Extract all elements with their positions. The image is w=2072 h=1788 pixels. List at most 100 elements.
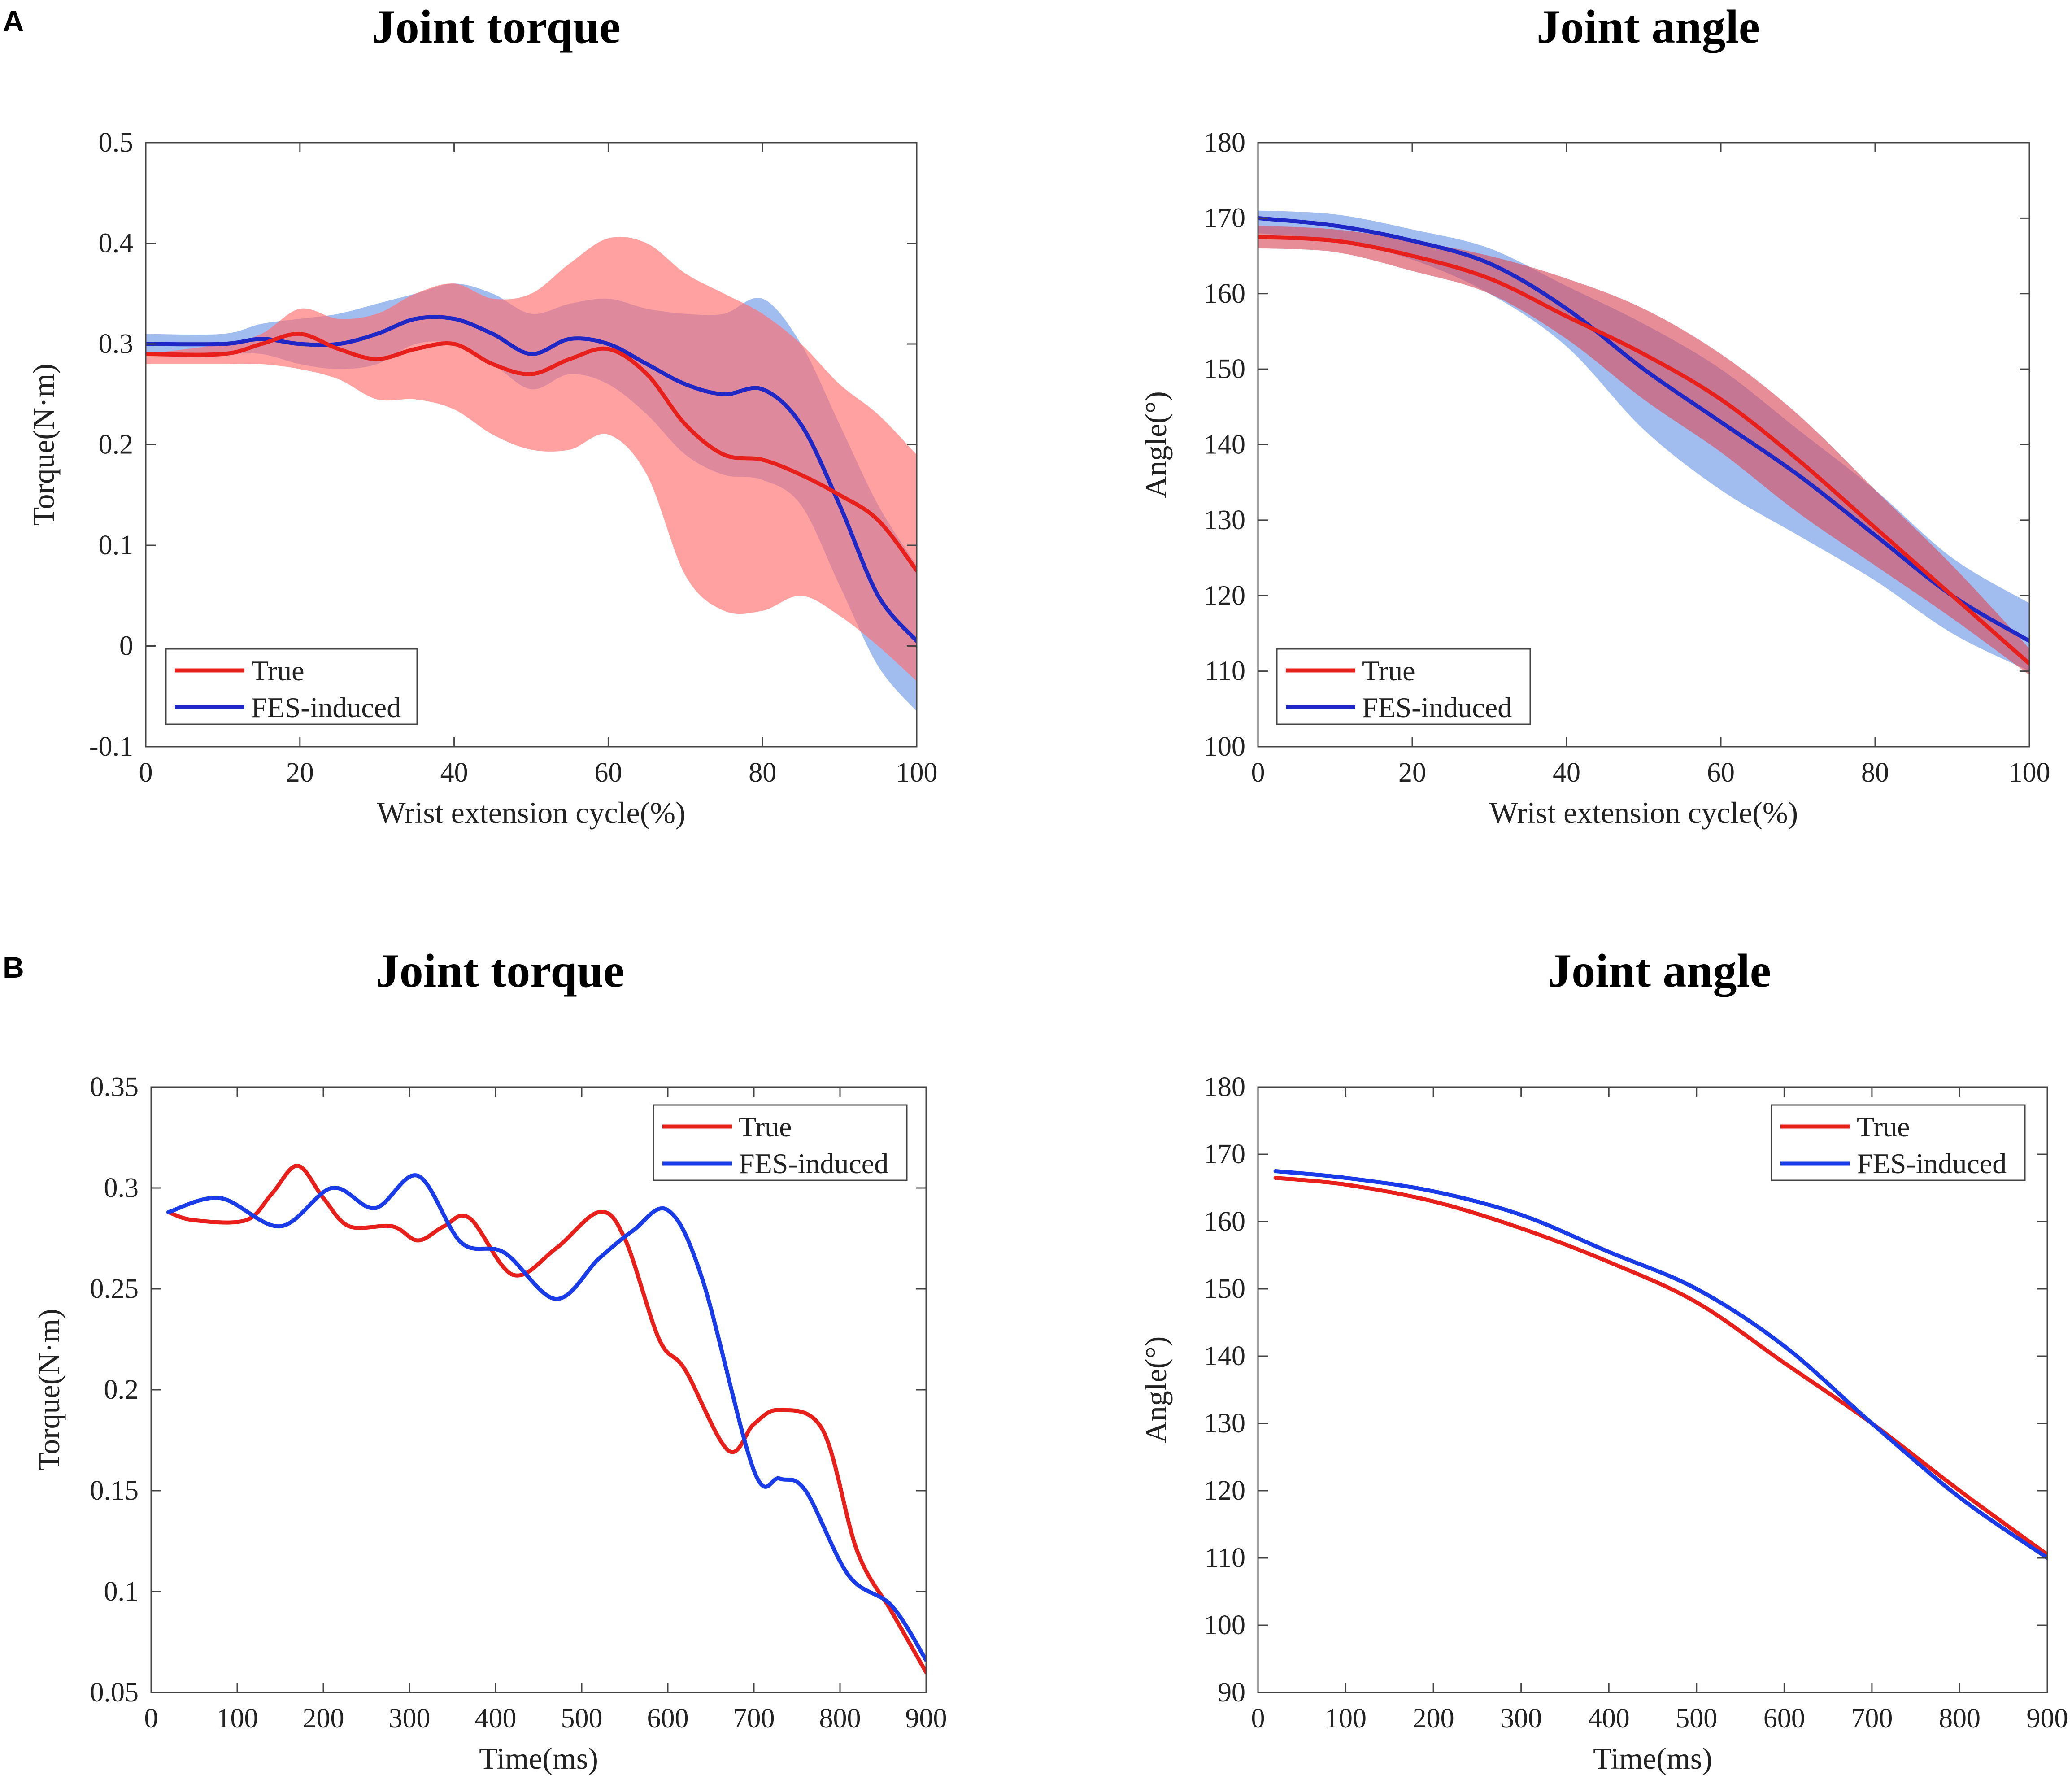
y-tick-label: 0.25: [90, 1274, 139, 1304]
panel-letter-a: A: [3, 4, 24, 38]
x-tick-label: 400: [475, 1703, 517, 1734]
y-tick-label: 180: [1204, 1072, 1245, 1102]
y-tick-label: 140: [1204, 1341, 1245, 1371]
y-tick-label: 160: [1204, 278, 1245, 309]
legend: True FES-induced: [1276, 648, 1531, 725]
legend: True FES-induced: [1771, 1104, 2026, 1181]
x-tick-label: 800: [1939, 1703, 1981, 1734]
y-tick-label: 120: [1204, 1475, 1245, 1506]
legend: True FES-induced: [165, 648, 418, 725]
y-tick-label: 100: [1204, 731, 1245, 762]
y-tick-label: 90: [1218, 1677, 1245, 1708]
legend-label-fes-induced: FES-induced: [1362, 692, 1512, 723]
series-line-true: [166, 1164, 926, 1675]
x-tick-label: 100: [2009, 757, 2050, 788]
y-tick-label: -0.1: [89, 731, 133, 762]
series-line-true: [1273, 1176, 2047, 1557]
legend-label-true: True: [251, 655, 305, 687]
y-tick-label: 160: [1204, 1206, 1245, 1237]
x-tick-label: 500: [1676, 1703, 1717, 1734]
plot-area: [151, 1087, 926, 1692]
x-axis-label: Wrist extension cycle(%): [1489, 796, 1798, 830]
y-tick-label: 0.2: [104, 1375, 139, 1405]
series-line-fes-induced: [1273, 1169, 2047, 1560]
chart-title: Joint torque: [376, 944, 625, 997]
y-tick-label: 130: [1204, 505, 1245, 535]
x-axis-label: Wrist extension cycle(%): [377, 796, 685, 830]
x-tick-label: 500: [561, 1703, 603, 1734]
x-tick-label: 0: [139, 757, 153, 788]
x-axis-label: Time(ms): [1593, 1741, 1712, 1775]
y-axis-label: Angle(°): [1139, 391, 1173, 498]
chart-title: Joint torque: [372, 0, 621, 53]
legend-label-fes-induced: FES-induced: [251, 692, 401, 723]
x-tick-label: 800: [819, 1703, 861, 1734]
band-fes-induced: [1258, 210, 2029, 671]
chart-title: Joint angle: [1548, 944, 1771, 997]
y-tick-label: 0.5: [99, 127, 134, 158]
y-tick-label: 0.1: [99, 530, 134, 561]
x-axis-label: Time(ms): [479, 1741, 598, 1775]
legend-box: [165, 648, 418, 725]
x-tick-label: 80: [749, 757, 776, 788]
x-tick-label: 300: [389, 1703, 431, 1734]
x-tick-label: 900: [2027, 1703, 2068, 1734]
legend-box: [1771, 1104, 2026, 1181]
y-axis-label: Angle(°): [1139, 1336, 1173, 1444]
x-tick-label: 40: [1553, 757, 1580, 788]
legend-label-true: True: [1362, 655, 1415, 687]
y-tick-label: 0.2: [99, 430, 134, 460]
y-tick-label: 120: [1204, 580, 1245, 611]
x-tick-label: 400: [1588, 1703, 1630, 1734]
x-tick-label: 600: [1763, 1703, 1805, 1734]
y-tick-label: 100: [1204, 1610, 1245, 1640]
plot-content: [1258, 210, 2029, 675]
y-tick-label: 110: [1205, 656, 1245, 687]
series-line-fes-induced: [1258, 216, 2029, 643]
chart-a-joint-angle: Joint angle 0 20 40 60 80 100 100 110 120 130 140 15…: [1139, 0, 2050, 830]
y-tick-label: 0.3: [104, 1173, 139, 1203]
chart-title: Joint angle: [1537, 0, 1760, 53]
legend-label-true: True: [739, 1111, 792, 1143]
plot-content: [166, 1164, 926, 1675]
x-tick-label: 200: [303, 1703, 344, 1734]
y-tick-label: 130: [1204, 1408, 1245, 1439]
legend-label-true: True: [1857, 1111, 1910, 1143]
legend-label-fes-induced: FES-induced: [739, 1148, 888, 1179]
x-tick-label: 200: [1413, 1703, 1454, 1734]
x-tick-label: 60: [1707, 757, 1735, 788]
series-line-true: [1258, 235, 2029, 666]
x-tick-label: 60: [594, 757, 622, 788]
x-tick-label: 40: [440, 757, 468, 788]
y-tick-label: 170: [1204, 203, 1245, 233]
y-tick-label: 110: [1205, 1543, 1245, 1573]
y-tick-label: 150: [1204, 354, 1245, 384]
chart-b-joint-torque: Joint torque 0 100 200 300 400 500 600 700 800 900…: [32, 944, 947, 1775]
legend-box: [1276, 648, 1531, 725]
x-tick-label: 20: [286, 757, 314, 788]
y-tick-label: 180: [1204, 127, 1245, 158]
x-tick-label: 700: [733, 1703, 775, 1734]
band-true: [1258, 226, 2029, 675]
y-tick-label: 0.05: [90, 1677, 139, 1708]
y-tick-label: 0.35: [90, 1072, 139, 1102]
legend-label-fes-induced: FES-induced: [1857, 1148, 2007, 1179]
y-tick-label: 0.15: [90, 1475, 139, 1506]
y-tick-label: 150: [1204, 1274, 1245, 1304]
y-tick-label: 0.4: [99, 228, 134, 259]
x-tick-label: 100: [1325, 1703, 1367, 1734]
legend: True FES-induced: [653, 1104, 908, 1181]
plot-area: [1258, 1087, 2047, 1692]
x-tick-label: 900: [905, 1703, 947, 1734]
y-axis-label: Torque(N·m): [32, 1309, 66, 1471]
series-line-fes-induced: [146, 315, 917, 643]
y-tick-label: 0.1: [104, 1576, 139, 1607]
y-axis-label: Torque(N·m): [26, 364, 61, 526]
x-tick-label: 100: [217, 1703, 258, 1734]
x-tick-label: 100: [896, 757, 938, 788]
axes-frame: [1257, 1086, 2048, 1693]
plot-content: [146, 236, 917, 712]
